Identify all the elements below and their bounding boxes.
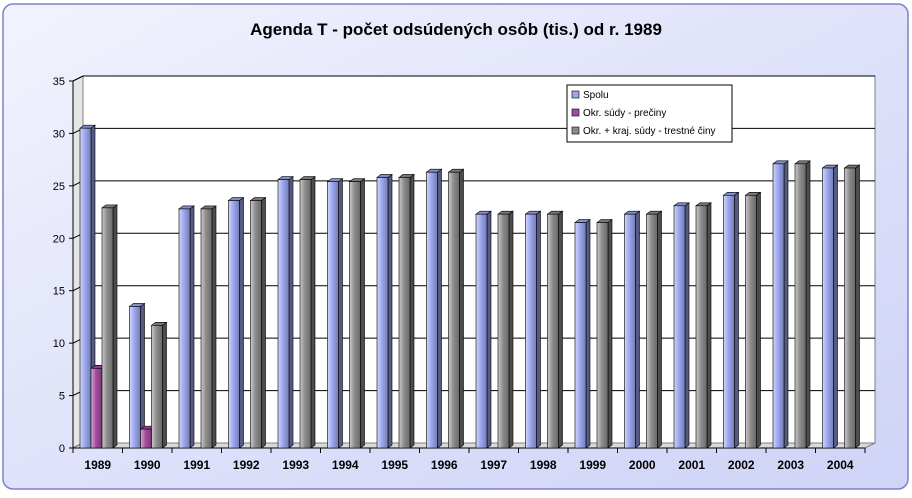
bar-spolu-side bbox=[387, 173, 393, 449]
bar-okr-kraj-trestne-ciny-side bbox=[756, 191, 761, 449]
bar-okr-kraj-trestne-ciny-side bbox=[409, 173, 415, 449]
bar-spolu-side bbox=[783, 160, 789, 449]
bar-spolu-side bbox=[734, 191, 739, 449]
bar-okr-kraj-trestne-ciny bbox=[101, 207, 114, 449]
bar-spolu-side bbox=[684, 202, 690, 449]
x-tick-label: 2003 bbox=[777, 458, 804, 472]
bar-okr-kraj-trestne-ciny-side bbox=[310, 175, 316, 449]
bar-okr-kraj-trestne-ciny bbox=[151, 325, 163, 449]
bar-okr-kraj-trestne-ciny-side bbox=[508, 210, 514, 449]
bar-okr-kraj-trestne-ciny bbox=[794, 163, 807, 449]
y-tick-label: 20 bbox=[53, 233, 65, 245]
bar-spolu bbox=[822, 167, 834, 449]
legend-item-label: Okr. + kraj. súdy - trestné činy bbox=[583, 126, 716, 137]
bar-spolu bbox=[79, 127, 92, 449]
bar-okr-kraj-trestne-ciny bbox=[497, 213, 510, 449]
bar-spolu bbox=[772, 163, 785, 449]
bar-okr-kraj-trestne-ciny-side bbox=[211, 205, 217, 449]
bar-okr-kraj-trestne-ciny-side bbox=[657, 210, 662, 449]
chart-title: Agenda T - počet odsúdených osôb (tis.) … bbox=[250, 20, 662, 39]
bar-okr-kraj-trestne-ciny-side bbox=[805, 160, 811, 449]
legend-box bbox=[566, 84, 733, 143]
x-tick-label: 1991 bbox=[183, 458, 210, 472]
bar-okr-kraj-trestne-ciny bbox=[349, 181, 361, 449]
bar-spolu-side bbox=[536, 210, 541, 449]
y-tick-label: 0 bbox=[59, 443, 65, 455]
y-tick-label: 15 bbox=[53, 286, 65, 298]
x-tick-label: 1994 bbox=[332, 458, 359, 472]
bar-spolu bbox=[178, 208, 191, 449]
bar-spolu-side bbox=[486, 210, 492, 449]
bar-okr-kraj-trestne-ciny-side bbox=[706, 202, 712, 449]
x-tick-label: 1998 bbox=[530, 458, 557, 472]
bar-spolu bbox=[129, 306, 141, 449]
bar-okr-kraj-trestne-ciny-side bbox=[855, 164, 860, 449]
bar-okr-kraj-trestne-ciny-side bbox=[261, 196, 266, 449]
bar-spolu bbox=[624, 213, 636, 449]
legend-item-label: Okr. súdy - prečiny bbox=[583, 108, 666, 119]
y-tick-label: 35 bbox=[53, 76, 65, 88]
x-tick-label: 1995 bbox=[381, 458, 408, 472]
bar-okr-kraj-trestne-ciny-side bbox=[558, 210, 563, 449]
bar-okr-kraj-trestne-ciny-side bbox=[112, 204, 118, 449]
bar-spolu-side bbox=[585, 218, 591, 449]
bar-okr-kraj-trestne-ciny bbox=[299, 179, 312, 449]
bar-okr-kraj-trestne-ciny bbox=[745, 194, 757, 449]
x-tick-label: 1993 bbox=[282, 458, 309, 472]
x-tick-label: 1999 bbox=[579, 458, 606, 472]
bar-okr-kraj-trestne-ciny bbox=[547, 213, 559, 449]
bar-spolu bbox=[525, 213, 537, 449]
x-tick-label: 1989 bbox=[84, 458, 111, 472]
bar-okr-kraj-trestne-ciny-side bbox=[459, 168, 464, 449]
bar-spolu bbox=[376, 177, 389, 449]
bar-spolu-side bbox=[189, 205, 195, 449]
y-tick-label: 30 bbox=[53, 128, 65, 140]
bar-spolu bbox=[673, 205, 686, 449]
x-tick-label: 1996 bbox=[431, 458, 458, 472]
bar-spolu bbox=[574, 222, 587, 449]
x-tick-label: 2004 bbox=[827, 458, 854, 472]
bar-spolu bbox=[723, 194, 735, 449]
legend-item-label: Spolu bbox=[583, 90, 609, 101]
bar-spolu-side bbox=[635, 210, 640, 449]
y-tick-label: 25 bbox=[53, 181, 65, 193]
x-tick-label: 1997 bbox=[480, 458, 507, 472]
x-tick-label: 2001 bbox=[678, 458, 705, 472]
bar-okr-kraj-trestne-ciny bbox=[200, 208, 213, 449]
bar-okr-kraj-trestne-ciny-side bbox=[607, 218, 613, 449]
x-tick-label: 2002 bbox=[728, 458, 755, 472]
bar-okr-sudy-preciny bbox=[140, 428, 152, 449]
bar-spolu-side bbox=[239, 196, 244, 449]
bar-okr-kraj-trestne-ciny bbox=[695, 205, 708, 449]
y-tick-label: 5 bbox=[59, 391, 65, 403]
legend-swatch bbox=[571, 90, 580, 99]
bar-spolu bbox=[475, 213, 488, 449]
bar-okr-kraj-trestne-ciny bbox=[596, 222, 609, 449]
bar-okr-kraj-trestne-ciny bbox=[646, 213, 658, 449]
bar-spolu-side bbox=[437, 168, 442, 449]
bar-spolu bbox=[228, 200, 240, 449]
bar-okr-kraj-trestne-ciny-side bbox=[162, 321, 167, 449]
y-tick-label: 10 bbox=[53, 338, 65, 350]
bar-spolu-side bbox=[833, 164, 838, 449]
bar-okr-kraj-trestne-ciny bbox=[250, 200, 262, 449]
bar-spolu bbox=[426, 171, 438, 449]
bar-okr-sudy-preciny bbox=[90, 368, 103, 449]
bar-okr-kraj-trestne-ciny bbox=[398, 177, 411, 449]
gridline-side bbox=[72, 75, 84, 82]
bar-spolu bbox=[277, 179, 290, 449]
x-tick-label: 2000 bbox=[629, 458, 656, 472]
bar-spolu-side bbox=[288, 175, 294, 449]
bar-okr-kraj-trestne-ciny bbox=[448, 171, 460, 449]
legend-swatch bbox=[571, 126, 580, 135]
bar-okr-kraj-trestne-ciny bbox=[844, 167, 856, 449]
legend-swatch bbox=[571, 108, 580, 117]
x-tick-label: 1992 bbox=[233, 458, 260, 472]
bar-spolu bbox=[327, 181, 339, 449]
x-tick-label: 1990 bbox=[134, 458, 161, 472]
bar-spolu-side bbox=[338, 178, 343, 449]
bar-okr-kraj-trestne-ciny-side bbox=[360, 178, 365, 449]
